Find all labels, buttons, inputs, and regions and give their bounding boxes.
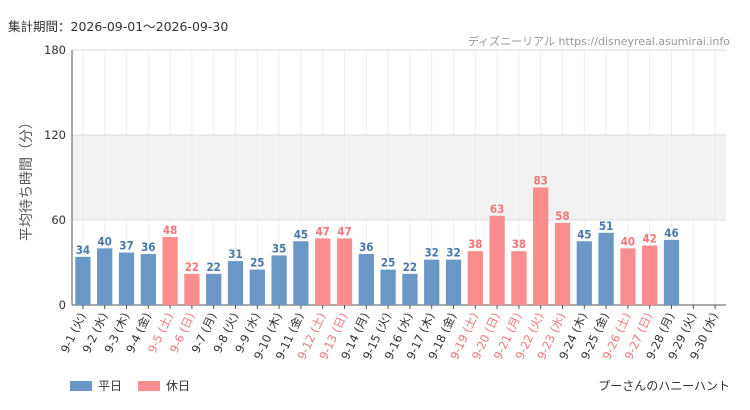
y-tick-label: 180 <box>44 43 66 57</box>
y-tick-label: 120 <box>44 128 66 142</box>
bar <box>97 248 113 305</box>
bar-value-label: 48 <box>163 223 177 237</box>
bar-value-label: 25 <box>381 256 395 270</box>
bar-value-label: 22 <box>185 260 199 274</box>
bar <box>663 239 680 305</box>
bar-value-label: 42 <box>642 232 656 246</box>
bar <box>140 254 156 305</box>
bar-value-label: 38 <box>468 237 482 251</box>
bar <box>315 238 331 305</box>
bar <box>445 259 462 305</box>
bar <box>554 222 571 305</box>
bar-value-label: 47 <box>337 224 351 238</box>
bar-value-label: 38 <box>512 237 526 251</box>
legend-label-weekday: 平日 <box>98 379 123 393</box>
bar-value-label: 36 <box>141 240 155 254</box>
bar-value-label: 45 <box>577 227 591 241</box>
bar-value-label: 31 <box>228 247 242 261</box>
legend-item-weekday: 平日 <box>70 377 122 394</box>
source-label: ディズニーリアル https://disneyreal.asumirai.inf… <box>467 35 730 48</box>
bar <box>184 273 200 305</box>
legend-label-holiday: 休日 <box>166 379 191 393</box>
bar-value-label: 36 <box>359 240 373 254</box>
bar-value-label: 58 <box>555 209 569 223</box>
bar <box>380 269 396 305</box>
legend-item-holiday: 休日 <box>138 377 190 394</box>
bar-value-label: 47 <box>315 224 329 238</box>
bar <box>620 248 636 305</box>
y-tick-label: 60 <box>51 213 66 227</box>
bar-value-label: 51 <box>599 219 613 233</box>
bar <box>402 273 418 305</box>
bar <box>511 251 527 305</box>
bar <box>533 187 549 305</box>
bar <box>576 241 592 305</box>
bar <box>489 215 505 305</box>
bar-value-label: 40 <box>621 234 635 248</box>
bar <box>118 252 135 305</box>
bar-value-label: 63 <box>490 202 504 216</box>
bar <box>249 269 265 305</box>
bar-value-label: 32 <box>424 246 438 260</box>
bar <box>467 251 483 305</box>
bar-value-label: 34 <box>76 243 90 257</box>
bar-value-label: 37 <box>119 239 133 253</box>
bar-value-label: 40 <box>97 234 111 248</box>
period-label: 集計期間：2026-09-01〜2026-09-30 <box>8 19 229 34</box>
bar-value-label: 46 <box>664 226 678 240</box>
bar <box>336 238 353 305</box>
bar <box>227 261 244 305</box>
bar <box>206 273 222 305</box>
bar <box>424 259 440 305</box>
attraction-name: プーさんのハニーハント <box>598 379 730 393</box>
bar-value-label: 25 <box>250 256 264 270</box>
bar <box>358 254 374 305</box>
y-tick-label: 0 <box>59 298 66 312</box>
bar <box>162 237 178 305</box>
bar <box>598 232 614 305</box>
bar <box>642 245 658 305</box>
bar-value-label: 35 <box>272 241 286 255</box>
bar-value-label: 32 <box>446 246 460 260</box>
legend-swatch-weekday <box>70 380 92 391</box>
bar-value-label: 22 <box>403 260 417 274</box>
bar-value-label: 22 <box>206 260 220 274</box>
legend-swatch-holiday <box>138 380 161 391</box>
legend: 平日 休日 <box>70 377 190 394</box>
shaded-band <box>72 135 726 220</box>
bar-value-label: 83 <box>533 173 547 187</box>
bar <box>271 255 287 305</box>
bar <box>293 241 309 305</box>
bar <box>75 256 91 305</box>
bar-value-label: 45 <box>294 227 308 241</box>
